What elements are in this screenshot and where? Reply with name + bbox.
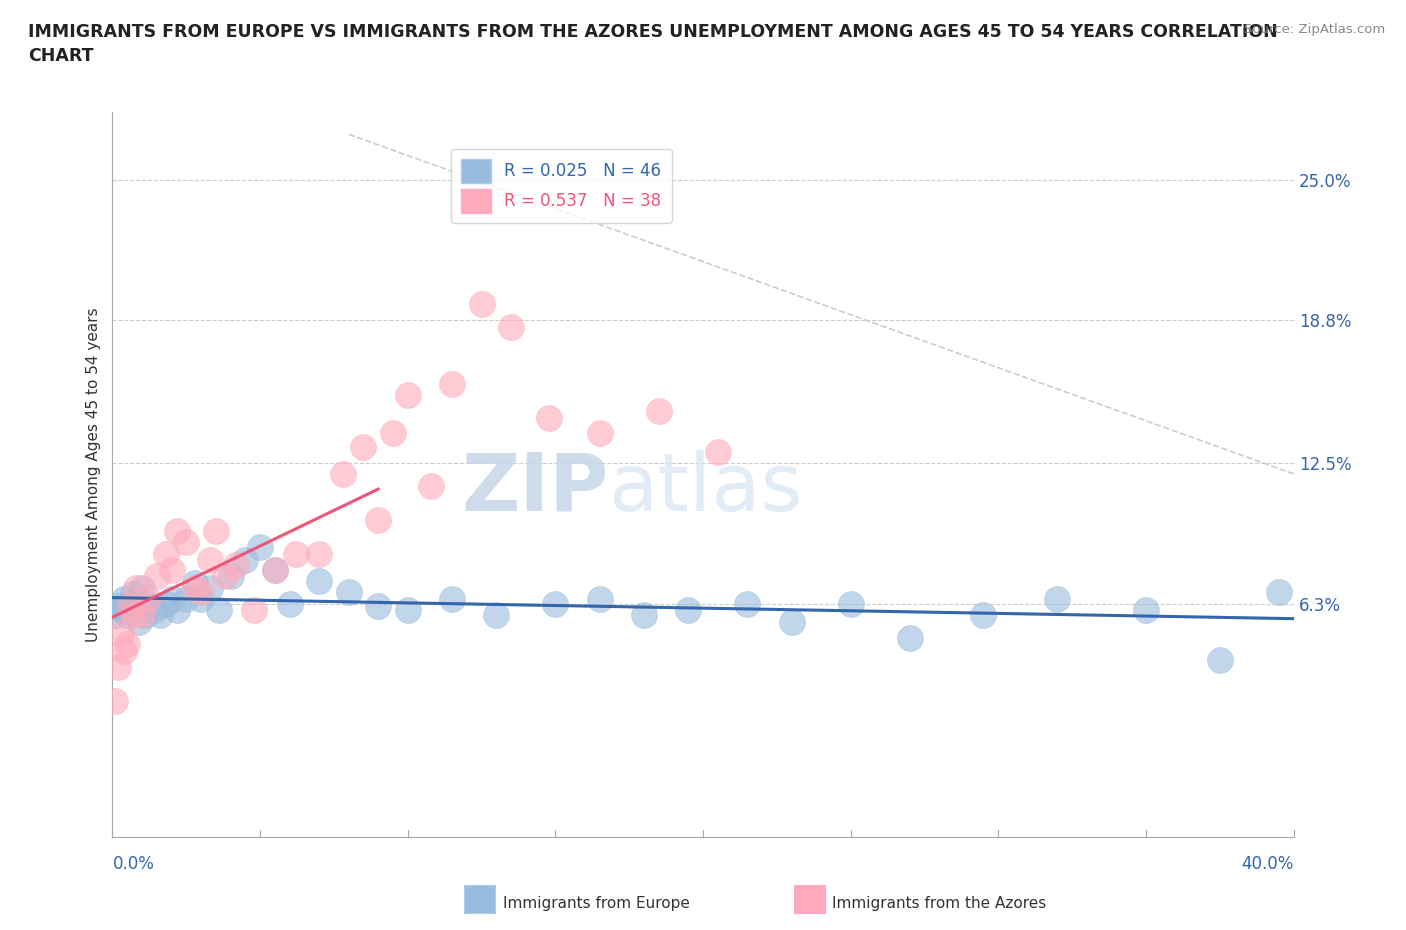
Point	[1046, 591, 1069, 606]
Point	[166, 524, 188, 538]
Point	[308, 574, 330, 589]
Point	[174, 591, 197, 606]
Point	[1135, 603, 1157, 618]
Point	[214, 569, 236, 584]
Point	[149, 607, 172, 622]
Point	[107, 598, 129, 613]
Point	[973, 607, 995, 622]
Point	[125, 603, 148, 618]
Text: Immigrants from the Azores: Immigrants from the Azores	[832, 897, 1046, 911]
Point	[441, 591, 464, 606]
Point	[485, 607, 508, 622]
Point	[208, 603, 231, 618]
Y-axis label: Unemployment Among Ages 45 to 54 years: Unemployment Among Ages 45 to 54 years	[86, 307, 101, 642]
Point	[166, 603, 188, 618]
Point	[839, 596, 862, 611]
Point	[120, 596, 142, 611]
Point	[174, 535, 197, 550]
Point	[588, 426, 610, 441]
Point	[332, 467, 354, 482]
Legend: R = 0.025   N = 46, R = 0.537   N = 38: R = 0.025 N = 46, R = 0.537 N = 38	[451, 149, 672, 223]
Point	[243, 603, 266, 618]
Point	[501, 320, 523, 335]
Point	[190, 591, 212, 606]
Point	[898, 631, 921, 645]
Point	[128, 614, 150, 629]
Point	[107, 659, 129, 674]
Point	[352, 440, 374, 455]
Point	[142, 603, 165, 618]
Point	[136, 591, 159, 606]
Point	[117, 607, 138, 622]
Point	[233, 553, 256, 568]
Point	[367, 598, 389, 613]
Point	[420, 478, 443, 493]
Text: IMMIGRANTS FROM EUROPE VS IMMIGRANTS FROM THE AZORES UNEMPLOYMENT AMONG AGES 45 : IMMIGRANTS FROM EUROPE VS IMMIGRANTS FRO…	[28, 23, 1278, 65]
Point	[155, 546, 177, 561]
Point	[110, 603, 132, 618]
Point	[441, 377, 464, 392]
Point	[396, 388, 419, 403]
Point	[264, 562, 287, 577]
Point	[155, 596, 177, 611]
Point	[780, 614, 803, 629]
Point	[264, 562, 287, 577]
Point	[184, 576, 207, 591]
Point	[1208, 653, 1232, 668]
Point	[190, 585, 212, 600]
Point	[737, 596, 759, 611]
Point	[122, 587, 145, 602]
Point	[131, 607, 153, 622]
Point	[136, 598, 159, 613]
Point	[396, 603, 419, 618]
Text: Immigrants from Europe: Immigrants from Europe	[503, 897, 690, 911]
Text: atlas: atlas	[609, 450, 803, 528]
Point	[110, 626, 132, 641]
Point	[278, 596, 301, 611]
Point	[706, 445, 728, 459]
Point	[1268, 585, 1291, 600]
Point	[382, 426, 405, 441]
Point	[125, 580, 148, 595]
Point	[367, 512, 389, 527]
Point	[225, 558, 247, 573]
Point	[122, 607, 145, 622]
Point	[160, 562, 183, 577]
Text: 40.0%: 40.0%	[1241, 856, 1294, 873]
Point	[308, 546, 330, 561]
Point	[633, 607, 655, 622]
Point	[198, 553, 221, 568]
Point	[160, 591, 183, 606]
Text: ZIP: ZIP	[461, 450, 609, 528]
Point	[538, 410, 561, 425]
Point	[544, 596, 567, 611]
Point	[219, 569, 242, 584]
Point	[647, 404, 671, 418]
Point	[470, 297, 494, 312]
Point	[112, 591, 135, 606]
Point	[120, 598, 142, 613]
Point	[198, 580, 221, 595]
Point	[134, 607, 156, 622]
Point	[284, 546, 307, 561]
Point	[337, 585, 360, 600]
Point	[131, 580, 153, 595]
Point	[112, 644, 135, 658]
Point	[184, 580, 207, 595]
Text: Source: ZipAtlas.com: Source: ZipAtlas.com	[1244, 23, 1385, 36]
Point	[117, 637, 138, 652]
Point	[104, 607, 127, 622]
Point	[205, 524, 228, 538]
Point	[104, 694, 127, 709]
Point	[146, 569, 169, 584]
Point	[678, 603, 700, 618]
Point	[588, 591, 610, 606]
Point	[249, 539, 271, 554]
Text: 0.0%: 0.0%	[112, 856, 155, 873]
